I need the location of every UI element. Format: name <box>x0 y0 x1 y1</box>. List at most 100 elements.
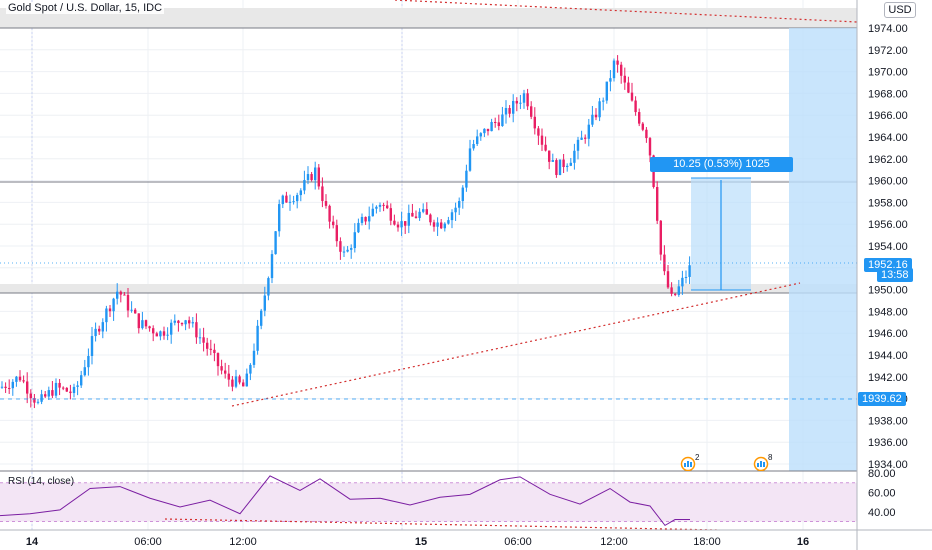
candle-body <box>116 291 119 299</box>
candle-body <box>234 376 238 387</box>
rsi-tick-label: 60.00 <box>868 487 896 499</box>
candle-body <box>486 128 490 132</box>
candle-body <box>504 108 508 115</box>
candle-body <box>476 136 479 145</box>
candle-body <box>123 294 126 296</box>
candle-body <box>80 375 83 386</box>
candle-body <box>98 328 101 332</box>
candle-body <box>526 93 529 107</box>
candle-body <box>641 123 644 130</box>
overlays <box>0 0 858 407</box>
candle-body <box>677 286 680 295</box>
price-tick-label: 1938.00 <box>868 415 908 427</box>
candle-body <box>357 222 360 233</box>
candle-body <box>544 144 547 151</box>
candle-body <box>332 221 335 226</box>
candle-body <box>166 334 169 336</box>
candle-body <box>274 231 277 255</box>
measure-label: 10.25 (0.53%) 1025 <box>650 157 793 172</box>
resistance-zone <box>0 8 857 28</box>
candle-body <box>72 386 76 394</box>
news-badge-icon[interactable]: 2 <box>680 453 700 472</box>
news-badge-icon[interactable]: 8 <box>753 453 773 472</box>
time-tick-label: 16 <box>797 536 809 548</box>
candle-body <box>490 121 493 132</box>
price-tick-label: 1954.00 <box>868 241 908 253</box>
candle-body <box>602 100 605 102</box>
chart-title: Gold Spot / U.S. Dollar, 15, IDC <box>6 2 165 14</box>
price-tick-label: 1960.00 <box>868 176 908 188</box>
candle-body <box>144 320 148 327</box>
candle-body <box>368 216 371 222</box>
candle-body <box>407 212 410 226</box>
candle-body <box>216 353 220 367</box>
candle-body <box>519 102 522 104</box>
candles <box>0 55 691 409</box>
candle-body <box>533 116 536 129</box>
candle-body <box>87 355 90 368</box>
candle-body <box>263 295 266 311</box>
candle-body <box>666 271 670 288</box>
candle-body <box>447 220 450 224</box>
candle-body <box>36 401 40 403</box>
candle-body <box>684 276 688 278</box>
candle-body <box>130 309 133 311</box>
candle-body <box>209 348 212 350</box>
candle-body <box>47 390 50 397</box>
candle-body <box>630 92 634 101</box>
price-tick-label: 1936.00 <box>868 437 908 449</box>
candle-body <box>587 124 590 139</box>
candle-body <box>584 137 587 139</box>
rsi-pane <box>0 470 932 531</box>
rsi-tick-label: 40.00 <box>868 507 896 519</box>
candle-body <box>76 385 79 387</box>
candle-body <box>393 220 396 225</box>
candle-body <box>270 254 274 279</box>
candle-body <box>256 325 259 351</box>
price-tick-label: 1950.00 <box>868 285 908 297</box>
currency-button[interactable]: USD <box>884 2 916 18</box>
candle-body <box>414 216 418 218</box>
news-badge-count: 8 <box>768 453 773 462</box>
candle-body <box>26 381 29 394</box>
candle-body <box>152 328 155 334</box>
price-tick-label: 1968.00 <box>868 88 908 100</box>
candle-body <box>472 144 475 149</box>
candle-body <box>29 393 32 399</box>
candle-body <box>134 309 137 314</box>
price-tick-label: 1974.00 <box>868 23 908 35</box>
candle-body <box>206 342 209 349</box>
candle-body <box>339 241 342 252</box>
candle-body <box>195 322 198 338</box>
candle-body <box>227 373 230 380</box>
candle-body <box>170 322 173 335</box>
candle-body <box>591 114 594 125</box>
candle-body <box>321 186 324 202</box>
price-tick-label: 1958.00 <box>868 197 908 209</box>
candle-body <box>33 398 36 403</box>
candle-body <box>328 205 331 222</box>
candle-body <box>620 64 623 76</box>
candle-body <box>612 60 616 79</box>
candle-body <box>350 248 353 250</box>
candle-body <box>540 135 544 145</box>
candle-body <box>440 222 443 229</box>
candle-body <box>548 150 551 162</box>
rsi-band <box>0 482 857 522</box>
candle-body <box>40 394 43 402</box>
candle-body <box>670 287 673 294</box>
rsi-line <box>0 475 690 527</box>
candle-body <box>360 216 364 223</box>
candle-body <box>598 101 601 118</box>
candle-body <box>101 322 104 332</box>
candle-body <box>105 308 108 323</box>
candle-body <box>497 122 500 127</box>
price-tick-label: 1934.00 <box>868 459 908 471</box>
rising-trendline <box>231 282 801 407</box>
candle-body <box>191 322 194 324</box>
candle-body <box>22 380 25 382</box>
rsi-tick-label: 80.00 <box>868 468 896 480</box>
candle-body <box>220 366 223 371</box>
candle-body <box>4 386 7 388</box>
